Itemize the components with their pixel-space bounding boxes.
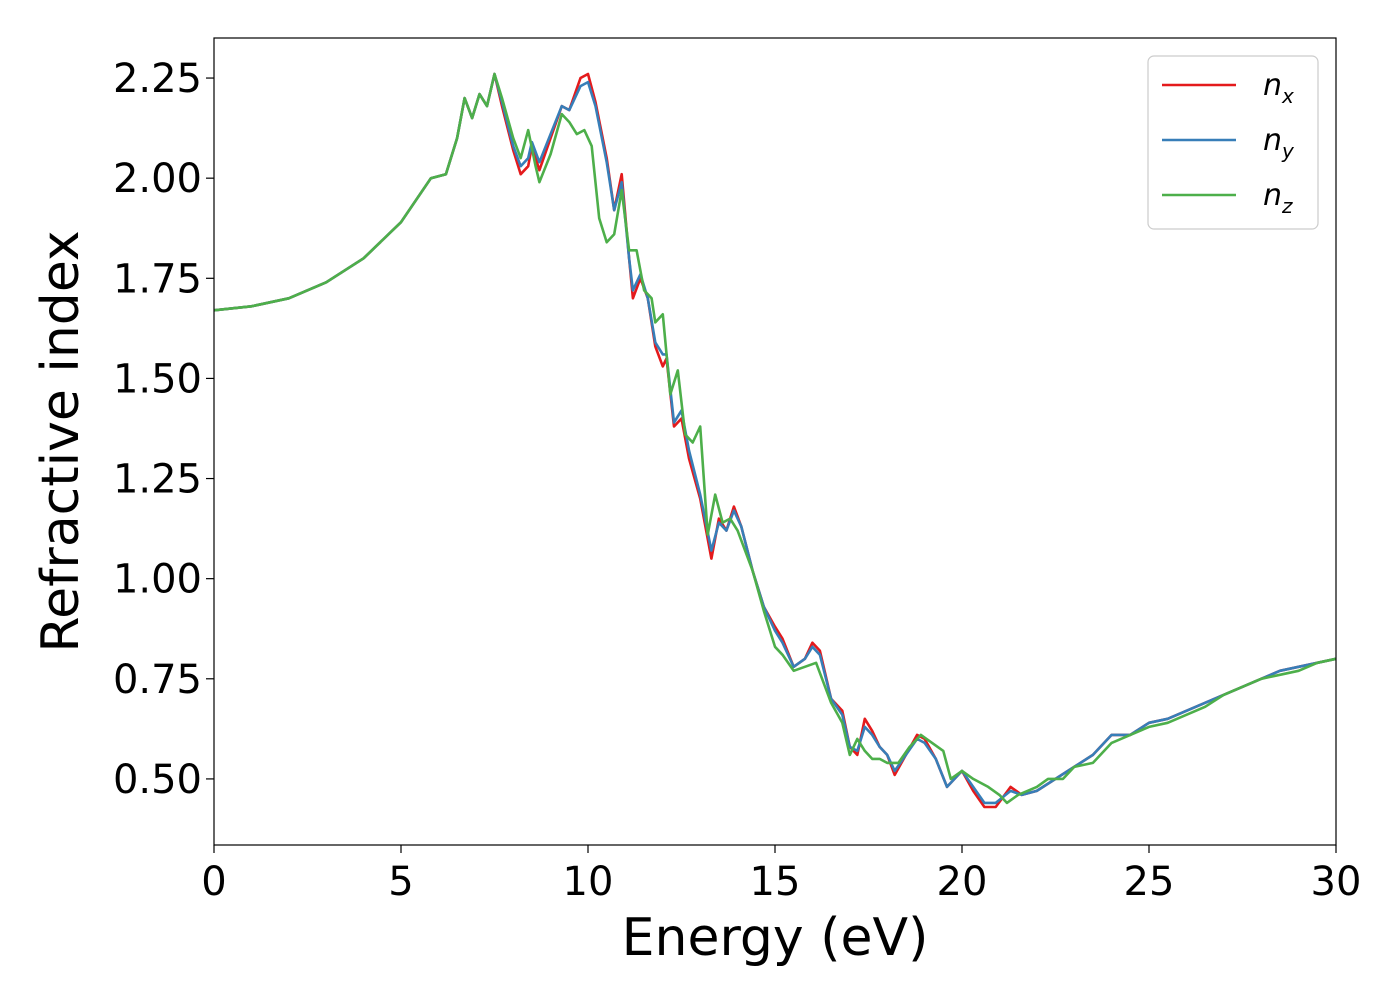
y-axis-title: Refractive index xyxy=(31,230,91,652)
x-tick-label: 0 xyxy=(201,859,226,905)
y-tick-label: 2.00 xyxy=(113,156,202,202)
y-axis-ticks: 0.50 0.75 1.00 1.25 1.50 1.75 2.00 2.25 xyxy=(113,56,214,803)
y-tick-label: 1.50 xyxy=(113,356,202,402)
x-axis-title: Energy (eV) xyxy=(622,908,929,968)
x-tick-label: 15 xyxy=(750,859,801,905)
legend-box xyxy=(1147,55,1319,230)
y-tick-label: 1.75 xyxy=(113,256,202,302)
y-tick-label: 0.75 xyxy=(113,657,202,703)
legend: nx ny nz xyxy=(1147,55,1319,230)
y-tick-label: 0.50 xyxy=(113,757,202,803)
legend-label-n_x: nx xyxy=(1263,68,1294,108)
x-axis-ticks: 0 5 10 15 20 25 30 xyxy=(201,845,1361,905)
legend-label-n_y: ny xyxy=(1263,123,1295,163)
x-tick-label: 20 xyxy=(937,859,988,905)
y-tick-label: 2.25 xyxy=(113,56,202,102)
legend-label-n_z: nz xyxy=(1263,178,1293,218)
y-tick-label: 1.00 xyxy=(113,557,202,603)
x-tick-label: 25 xyxy=(1124,859,1175,905)
y-tick-label: 1.25 xyxy=(113,457,202,503)
x-tick-label: 5 xyxy=(388,859,413,905)
x-tick-label: 30 xyxy=(1311,859,1362,905)
series-line-n_z xyxy=(213,72,1337,805)
x-tick-label: 10 xyxy=(563,859,614,905)
plot-lines xyxy=(213,72,1337,809)
